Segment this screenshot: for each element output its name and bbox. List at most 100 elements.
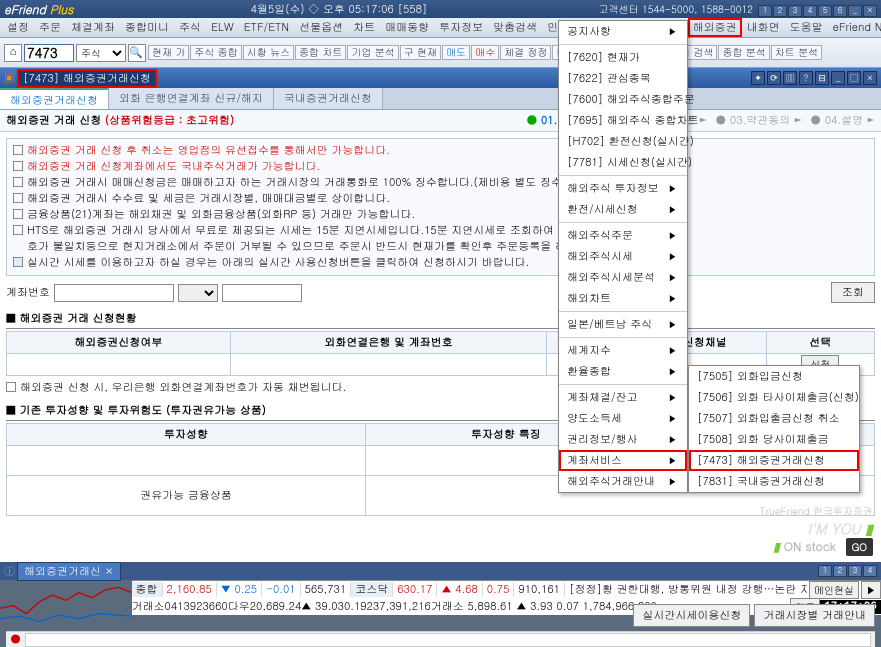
workspace-switcher[interactable]: 123456 (757, 2, 847, 17)
column-header: 해외증권신청여부 (7, 332, 231, 354)
toolbar-button[interactable]: 현재 가 (148, 45, 189, 60)
menu-item[interactable]: 체결계좌 (66, 20, 120, 35)
win-max-icon[interactable]: □ (847, 71, 861, 85)
menu-item[interactable]: 설정 (2, 20, 34, 35)
menu-item[interactable]: 양도소득세▶ (559, 408, 687, 429)
menu-item[interactable]: 차트 (348, 20, 380, 35)
menu-item[interactable]: 투자정보 (434, 20, 488, 35)
toolbar-button[interactable]: 주식 종합 (190, 45, 241, 60)
account-pw-input[interactable] (222, 284, 302, 302)
content-tab[interactable]: 해외증권거래신청 (0, 88, 109, 109)
win-refresh-icon[interactable]: ⟳ (767, 71, 781, 85)
menu-item[interactable]: 계좌체결/잔고▶ (559, 387, 687, 408)
pager-3[interactable]: 3 (848, 565, 862, 577)
lookup-button[interactable]: 조회 (831, 282, 875, 303)
command-input[interactable] (25, 633, 871, 647)
mic-icon[interactable]: ● (10, 632, 21, 647)
menu-item[interactable]: 환전/시세신청▶ (559, 199, 687, 220)
toolbar-button[interactable]: 차트 분석 (771, 45, 822, 60)
menu-item[interactable]: ETF/ETN (239, 20, 294, 35)
menu-item[interactable]: 내화면 (742, 20, 785, 35)
workspace-3[interactable]: 3 (788, 5, 802, 17)
workspace-6[interactable]: 6 (833, 5, 847, 17)
menu-item[interactable]: 공지사항▶ (559, 21, 687, 42)
account-select[interactable] (178, 284, 218, 302)
menu-item[interactable]: 도움말 (785, 20, 828, 35)
toolbar-button[interactable]: 시황 뉴스 (243, 45, 294, 60)
realtime-apply-button[interactable]: 실시간시세이용신청 (633, 604, 750, 627)
close-icon[interactable]: × (863, 5, 877, 17)
toolbar-button[interactable]: 매도 (442, 45, 470, 60)
menu-item[interactable]: [7505] 외화입금신청 (689, 366, 859, 387)
menu-item[interactable]: [7600] 해외주식종합주문 (559, 89, 687, 110)
win-help-icon[interactable]: ? (799, 71, 813, 85)
notice-text: 금융상품(21)계좌는 해외채권 및 외화금융상품(외화RP 등) 거래만 가능… (27, 207, 415, 223)
support-phones: 고객센터 1544-5000, 1588-0012 (599, 2, 753, 16)
menu-item[interactable]: 해외차트▶ (559, 288, 687, 309)
menu-item[interactable]: 해외증권 (688, 18, 742, 37)
menu-item[interactable]: [7620] 현재가 (559, 47, 687, 68)
pager-1[interactable]: 1 (818, 565, 832, 577)
toolbar-button[interactable]: 기업 분석 (347, 45, 398, 60)
menu-item[interactable]: 매매동향 (380, 20, 434, 35)
menu-item[interactable]: [7506] 외화 타사이체출금(신청) (689, 387, 859, 408)
menu-item[interactable]: 해외주식시세▶ (559, 246, 687, 267)
toolbar-button[interactable]: 체결 정정 (500, 45, 551, 60)
menu-item[interactable]: 맞춤검색 (488, 20, 542, 35)
account-input[interactable] (54, 284, 174, 302)
bottom-tab[interactable]: 해외증권거래신 × (17, 562, 121, 581)
content-tab[interactable]: 국내증권거래신청 (274, 88, 383, 109)
menu-item[interactable]: [H702] 환전신청(실시간) (559, 131, 687, 152)
menu-item[interactable]: ELW (206, 20, 239, 35)
menu-item[interactable]: [7507] 외화입출금신청 취소 (689, 408, 859, 429)
home-icon[interactable]: ⌂ (4, 44, 22, 62)
search-icon[interactable]: 🔍 (128, 44, 146, 62)
win-tool-icon[interactable]: ✦ (751, 71, 765, 85)
win-min-icon[interactable]: _ (831, 71, 845, 85)
market-select[interactable]: 주식 (76, 44, 126, 62)
market-guide-button[interactable]: 거래시장별 거래안내 (754, 604, 875, 627)
toolbar-button[interactable]: 구 현재 (400, 45, 441, 60)
menu-item[interactable]: 해외주식 투자정보▶ (559, 178, 687, 199)
pager-4[interactable]: 4 (863, 565, 877, 577)
section-title: 해외증권 거래 신청 (상품위험등급 : 초고위험) (6, 113, 234, 128)
menu-item[interactable]: 해외주식주문▶ (559, 225, 687, 246)
workspace-5[interactable]: 5 (818, 5, 832, 17)
menu-item[interactable]: 세계지수▶ (559, 340, 687, 361)
workspace-2[interactable]: 2 (773, 5, 787, 17)
menu-item[interactable]: [7508] 외화 당사이체출금 (689, 429, 859, 450)
menu-item[interactable]: [7622] 관심종목 (559, 68, 687, 89)
stock-code-input[interactable] (24, 44, 74, 62)
menu-item[interactable]: [7695] 해외주식 종합차트 (559, 110, 687, 131)
menu-item[interactable]: [7781] 시세신청(실시간) (559, 152, 687, 173)
pager-2[interactable]: 2 (833, 565, 847, 577)
win-link-icon[interactable]: ▥ (783, 71, 797, 85)
toolbar-button[interactable]: 매수 (471, 45, 499, 60)
menu-item[interactable]: [7473] 해외증권거래신청 (689, 450, 859, 471)
mini-btn-1[interactable]: 메인현실 (809, 581, 859, 599)
menu-item[interactable]: 종합미니 (120, 20, 174, 35)
menu-item[interactable]: 해외주식시세분석▶ (559, 267, 687, 288)
menu-item[interactable]: 권리정보/행사▶ (559, 429, 687, 450)
menu-item[interactable]: 일본/베트남 주식▶ (559, 314, 687, 335)
toolbar-button[interactable]: 종합 분석 (718, 45, 769, 60)
workspace-1[interactable]: 1 (758, 5, 772, 17)
menu-item[interactable]: 주문 (34, 20, 66, 35)
menu-item[interactable]: 주식 (174, 20, 206, 35)
mini-btn-2[interactable]: ▶ (861, 581, 881, 599)
content-tab[interactable]: 외화 은행연결계좌 신규/해지 (109, 88, 274, 109)
menu-item[interactable]: 환율종합▶ (559, 361, 687, 382)
menu-item[interactable]: 선물옵션 (294, 20, 348, 35)
minimize-icon[interactable]: _ (848, 5, 862, 17)
menu-item[interactable]: 계좌서비스▶ (559, 450, 687, 471)
notice-text: 해외증권 거래시 매매신청금은 매매하고자 하는 거래시장의 거래통화로 100… (27, 175, 603, 191)
toolbar-button[interactable]: 종합 차트 (295, 45, 346, 60)
win-close-icon[interactable]: × (863, 71, 877, 85)
index-pct: -0.01 (262, 582, 301, 597)
workspace-4[interactable]: 4 (803, 5, 817, 17)
win-pin-icon[interactable]: ⊟ (815, 71, 829, 85)
menu-item[interactable]: 해외주식거래안내▶ (559, 471, 687, 492)
menu-item[interactable]: [7831] 국내증권거래신청 (689, 471, 859, 492)
menu-item[interactable]: eFriend Navi (828, 20, 881, 35)
go-button[interactable]: GO (846, 538, 873, 556)
